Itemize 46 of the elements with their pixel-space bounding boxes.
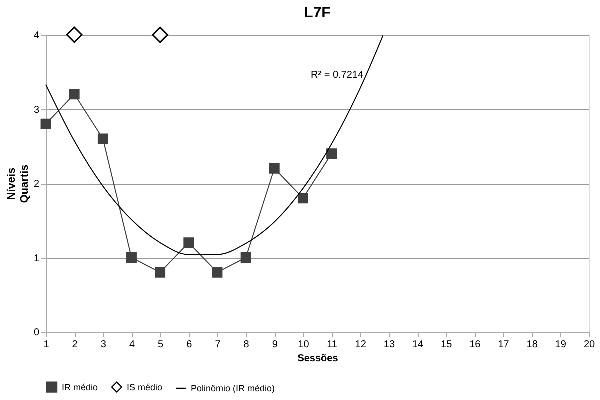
x-tick-label: 9 <box>272 340 278 350</box>
y-tick-label: 4 <box>34 30 40 42</box>
y-axis-title: Níveis Quartis <box>6 164 31 204</box>
x-tick-label: 10 <box>298 340 310 350</box>
point <box>212 267 223 278</box>
x-tick-label: 17 <box>498 340 510 350</box>
point <box>298 193 308 204</box>
point <box>184 238 194 248</box>
point <box>98 134 108 144</box>
y-tick-label: 0 <box>34 328 40 338</box>
x-tick-label: 16 <box>470 340 482 350</box>
x-tick-label: 19 <box>555 340 567 350</box>
legend-label: IS médio <box>127 382 163 392</box>
x-tick-label: 4 <box>129 340 136 350</box>
x-tick-label: 14 <box>412 340 424 350</box>
chart-title: L7F <box>304 4 331 22</box>
x-tick-label: 18 <box>526 340 538 350</box>
x-tick-label: 20 <box>584 340 596 350</box>
x-tick-label: 6 <box>186 340 193 350</box>
point <box>69 89 80 100</box>
point <box>269 163 280 174</box>
y-tick-label: 1 <box>34 253 40 264</box>
x-tick-label: 13 <box>384 340 396 350</box>
point <box>126 252 137 263</box>
point <box>326 148 338 160</box>
x-tick-label: 2 <box>72 340 78 350</box>
y-tick-label: 3 <box>34 104 40 116</box>
x-tick-label: 12 <box>355 340 367 350</box>
y-tick-label: 2 <box>34 179 40 190</box>
x-tick-label: 1 <box>44 340 50 350</box>
legend-label: Polinômio (IR médio) <box>191 384 276 394</box>
point <box>152 26 168 44</box>
x-tick-label: 8 <box>244 340 250 350</box>
point <box>66 26 83 44</box>
x-tick-label: 11 <box>327 340 338 350</box>
x-tick-label: 7 <box>215 340 222 350</box>
x-tick-label: 5 <box>158 340 164 350</box>
x-tick-label: 15 <box>441 340 453 350</box>
point <box>155 267 166 278</box>
point <box>240 252 252 263</box>
annotation: R² = 0.7214 <box>311 70 364 81</box>
point <box>40 118 52 130</box>
x-tick-label: 3 <box>100 340 107 350</box>
x-axis-title: Sessões <box>298 354 339 364</box>
legend-label: IR médio <box>62 382 98 392</box>
line-series <box>46 35 384 256</box>
